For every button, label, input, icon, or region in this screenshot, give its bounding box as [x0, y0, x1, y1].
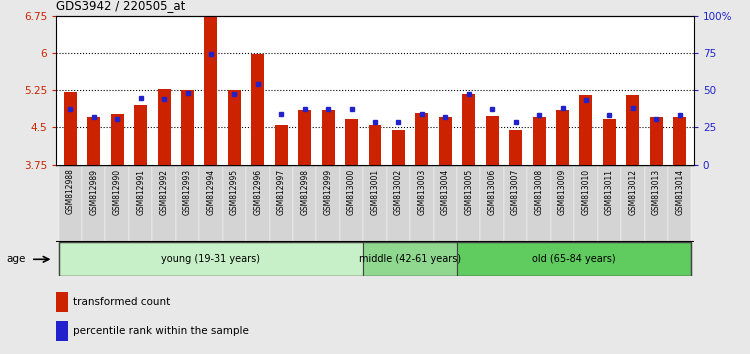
Text: GSM812991: GSM812991 [136, 169, 146, 215]
Bar [176, 165, 200, 242]
Text: GSM813006: GSM813006 [488, 169, 496, 215]
Bar [205, 17, 218, 165]
Bar [580, 95, 592, 165]
Text: GSM812999: GSM812999 [323, 169, 332, 215]
Bar [439, 116, 452, 165]
Bar [363, 242, 457, 276]
Bar [228, 90, 241, 165]
Text: GSM813011: GSM813011 [604, 169, 613, 215]
Text: GSM813009: GSM813009 [558, 169, 567, 215]
Text: GSM812988: GSM812988 [66, 169, 75, 215]
Bar [650, 116, 663, 165]
Text: GSM813014: GSM813014 [675, 169, 684, 215]
Bar [462, 94, 476, 165]
Bar [457, 165, 481, 242]
Text: GSM813000: GSM813000 [347, 169, 356, 215]
Text: GSM812994: GSM812994 [206, 169, 215, 215]
Bar [387, 165, 410, 242]
Text: transformed count: transformed count [73, 297, 170, 307]
Bar [674, 116, 686, 165]
Bar [550, 165, 574, 242]
Bar [486, 115, 499, 165]
Text: GSM812995: GSM812995 [230, 169, 238, 215]
Bar [298, 110, 311, 165]
Bar [322, 110, 334, 165]
Text: GSM812998: GSM812998 [300, 169, 309, 215]
Text: GSM813007: GSM813007 [512, 169, 520, 215]
Text: GSM813005: GSM813005 [464, 169, 473, 215]
Bar [621, 165, 644, 242]
Bar [504, 165, 527, 242]
Bar [181, 90, 194, 165]
Text: GSM812993: GSM812993 [183, 169, 192, 215]
Bar [598, 165, 621, 242]
Bar [64, 92, 76, 165]
Bar [87, 116, 100, 165]
Bar [457, 242, 692, 276]
Bar [251, 54, 264, 165]
Bar [58, 165, 82, 242]
Bar [223, 165, 246, 242]
Text: GSM812996: GSM812996 [254, 169, 262, 215]
Bar [433, 165, 457, 242]
Bar [363, 165, 387, 242]
Bar [200, 165, 223, 242]
Bar [293, 165, 316, 242]
Bar [481, 165, 504, 242]
Text: GSM812992: GSM812992 [160, 169, 169, 215]
Bar [316, 165, 340, 242]
Bar [345, 119, 358, 165]
Bar [111, 114, 124, 165]
Bar [106, 165, 129, 242]
Bar [134, 105, 147, 165]
Bar [392, 130, 405, 165]
Text: middle (42-61 years): middle (42-61 years) [359, 254, 461, 264]
Bar [82, 165, 106, 242]
Bar [410, 165, 434, 242]
Text: young (19-31 years): young (19-31 years) [161, 254, 260, 264]
Bar [527, 165, 550, 242]
Bar [246, 165, 269, 242]
Bar [532, 116, 545, 165]
Bar [129, 165, 152, 242]
Text: old (65-84 years): old (65-84 years) [532, 254, 616, 264]
Bar [668, 165, 692, 242]
Bar [368, 125, 382, 165]
Bar [416, 113, 428, 165]
Bar [269, 165, 293, 242]
Text: GDS3942 / 220505_at: GDS3942 / 220505_at [56, 0, 186, 12]
Text: GSM813008: GSM813008 [535, 169, 544, 215]
Bar [58, 242, 363, 276]
Text: GSM813013: GSM813013 [652, 169, 661, 215]
Bar [152, 165, 176, 242]
Text: GSM813010: GSM813010 [581, 169, 590, 215]
Bar [626, 95, 639, 165]
Bar [56, 292, 68, 312]
Bar [574, 165, 598, 242]
Bar [56, 321, 68, 341]
Bar [340, 165, 363, 242]
Bar [603, 119, 616, 165]
Bar [556, 110, 569, 165]
Text: GSM813004: GSM813004 [441, 169, 450, 215]
Text: GSM812989: GSM812989 [89, 169, 98, 215]
Text: GSM813003: GSM813003 [417, 169, 426, 215]
Text: GSM813002: GSM813002 [394, 169, 403, 215]
Bar [274, 125, 288, 165]
Bar [158, 89, 170, 165]
Text: age: age [6, 254, 26, 264]
Bar [644, 165, 668, 242]
Bar [509, 130, 522, 165]
Text: GSM813001: GSM813001 [370, 169, 380, 215]
Text: percentile rank within the sample: percentile rank within the sample [73, 326, 249, 336]
Text: GSM812997: GSM812997 [277, 169, 286, 215]
Text: GSM812990: GSM812990 [112, 169, 122, 215]
Text: GSM813012: GSM813012 [628, 169, 638, 215]
